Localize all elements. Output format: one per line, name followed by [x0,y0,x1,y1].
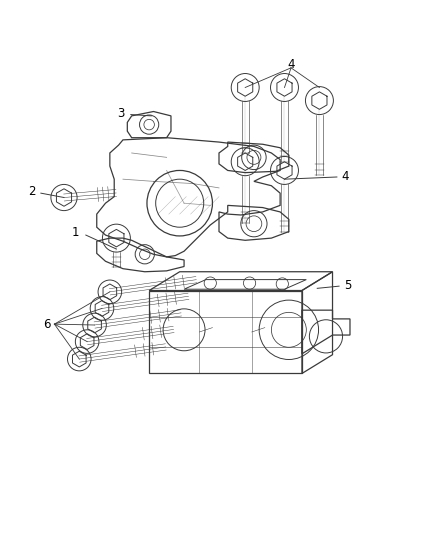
Text: 3: 3 [117,107,125,120]
Text: 6: 6 [43,318,50,330]
Text: 4: 4 [342,169,350,183]
Text: 5: 5 [344,279,351,292]
Text: 1: 1 [72,226,80,239]
Text: 2: 2 [28,185,36,198]
Text: 4: 4 [287,58,295,71]
